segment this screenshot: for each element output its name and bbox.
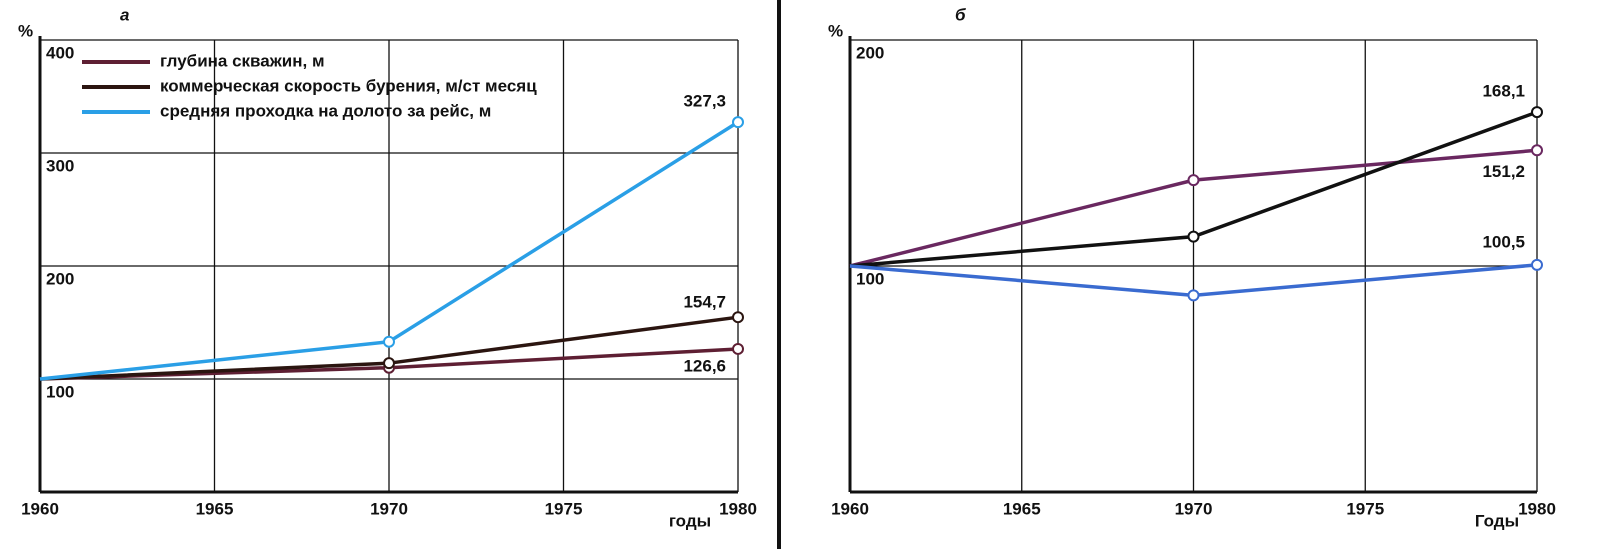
- y-tick-label: 100: [856, 269, 884, 288]
- value-label: 126,6: [683, 356, 726, 375]
- y-tick-label: 300: [46, 156, 74, 175]
- x-tick-label: 1965: [1003, 499, 1041, 518]
- panel-title: б: [955, 5, 966, 24]
- legend-label: коммерческая скорость бурения, м/ст меся…: [160, 76, 537, 95]
- value-label: 154,7: [683, 293, 726, 312]
- value-label: 327,3: [683, 92, 726, 111]
- panel-title: а: [120, 5, 129, 24]
- x-tick-label: 1970: [1175, 499, 1213, 518]
- x-tick-label: 1975: [545, 499, 583, 518]
- point-marker: [1531, 258, 1543, 271]
- x-tick-label: 1965: [196, 499, 234, 518]
- point-marker: [732, 311, 744, 324]
- value-label: 168,1: [1482, 82, 1525, 101]
- point-marker: [1187, 174, 1200, 187]
- x-tick-label: 1970: [370, 499, 408, 518]
- y-axis-label: %: [828, 21, 843, 40]
- x-axis-label: Годы: [1475, 511, 1519, 530]
- point-marker: [1187, 230, 1200, 243]
- value-label: 100,5: [1482, 232, 1525, 251]
- point-marker: [1531, 144, 1543, 157]
- y-tick-label: 400: [46, 43, 74, 62]
- point-marker: [732, 116, 744, 129]
- point-marker: [1531, 106, 1543, 119]
- value-label: 151,2: [1482, 162, 1525, 181]
- y-tick-label: 200: [856, 43, 884, 62]
- x-tick-label: 1980: [1518, 499, 1556, 518]
- y-axis-label: %: [18, 21, 33, 40]
- y-tick-label: 100: [46, 382, 74, 401]
- legend-label: средняя проходка на долото за рейс, м: [160, 101, 491, 120]
- x-tick-label: 1975: [1346, 499, 1384, 518]
- point-marker: [383, 357, 395, 370]
- x-tick-label: 1980: [719, 499, 757, 518]
- x-tick-label: 1960: [831, 499, 869, 518]
- point-marker: [732, 342, 744, 355]
- y-tick-label: 200: [46, 269, 74, 288]
- x-tick-label: 1960: [21, 499, 59, 518]
- point-marker: [1187, 289, 1200, 302]
- point-marker: [383, 335, 395, 348]
- legend-label: глубина скважин, м: [160, 51, 325, 70]
- x-axis-label: годы: [669, 511, 711, 530]
